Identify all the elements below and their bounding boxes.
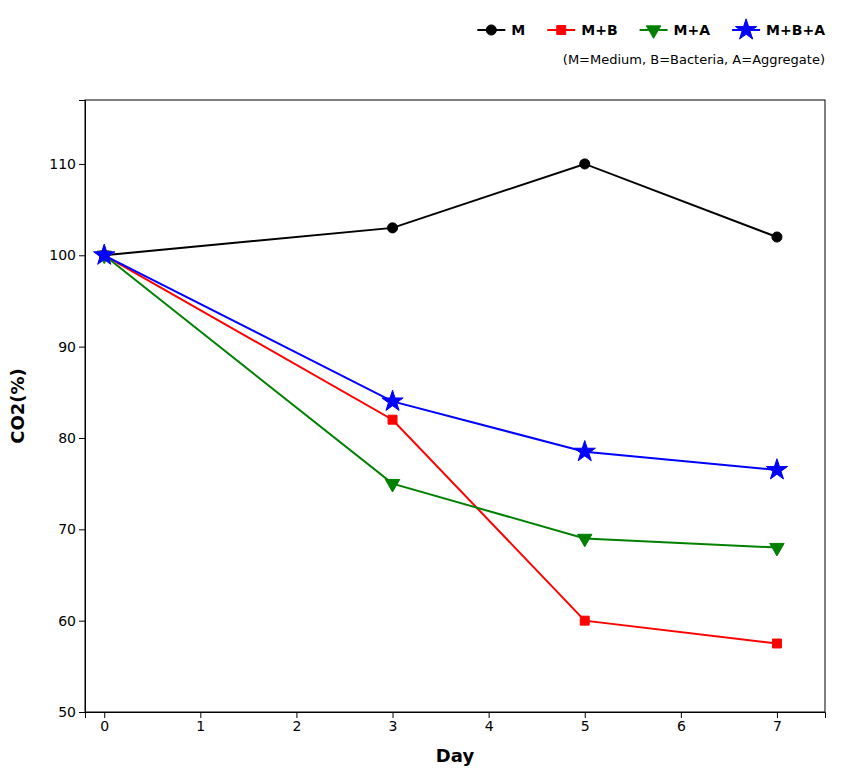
legend-marker [557, 26, 566, 35]
y-tick-label: 100 [49, 247, 76, 263]
y-tick-mark [79, 164, 85, 165]
legend-item: M+A [640, 22, 711, 38]
series-line [104, 255, 777, 547]
series-marker [578, 534, 592, 546]
series-line [104, 255, 777, 643]
y-tick: 50 [58, 704, 85, 720]
y-tick-label: 110 [49, 156, 76, 172]
chart: 0 1 2 3 4 5 6 7 50 60 70 80 90 100 110 Day CO2(%) M M+B M+A… [0, 0, 855, 782]
series-line [104, 164, 777, 255]
legend-marker [735, 19, 756, 39]
y-tick-mark [79, 255, 85, 256]
legend-marker [486, 25, 496, 35]
x-tick-label: 0 [100, 718, 109, 734]
x-axis-title: Day [436, 745, 475, 766]
x-tick: 4 [485, 712, 494, 734]
x-tick-label: 1 [196, 718, 205, 734]
y-tick-mark [79, 621, 85, 622]
series-marker [385, 479, 399, 491]
series-marker [388, 415, 397, 424]
y-tick: 90 [58, 339, 85, 355]
x-tick-label: 2 [292, 718, 301, 734]
series-marker [94, 244, 115, 264]
series-marker [770, 543, 784, 555]
legend: M M+B M+A M+B+A [477, 19, 825, 39]
y-tick: 70 [58, 521, 85, 537]
series-marker [387, 223, 397, 233]
x-tick: 6 [677, 712, 686, 734]
x-tick: 0 [100, 712, 109, 734]
plot: 0 1 2 3 4 5 6 7 50 60 70 80 90 100 110 [49, 100, 825, 734]
y-tick-mark [79, 529, 85, 530]
series-marker [580, 616, 589, 625]
x-tick: 2 [292, 712, 301, 734]
series-marker [382, 390, 403, 410]
y-tick-mark [79, 347, 85, 348]
y-tick-label: 90 [58, 339, 76, 355]
y-tick: 80 [58, 430, 85, 446]
plot-frame [85, 100, 825, 712]
x-tick: 3 [389, 712, 398, 734]
x-tick: 1 [196, 712, 205, 734]
x-tick: 5 [581, 712, 590, 734]
marks [94, 159, 788, 648]
series-marker [772, 232, 782, 242]
legend-item: M+B [547, 22, 617, 38]
x-tick: 7 [773, 712, 782, 734]
series-marker [574, 441, 595, 461]
y-tick-label: 50 [58, 704, 76, 720]
x-tick-label: 5 [581, 718, 590, 734]
series-line [104, 255, 777, 470]
x-tick-label: 6 [677, 718, 686, 734]
y-tick-label: 80 [58, 430, 76, 446]
legend-label: M+A [674, 22, 711, 38]
series-marker [580, 159, 590, 169]
y-tick: 100 [49, 247, 85, 263]
y-tick: 60 [58, 613, 85, 629]
legend-label: M [511, 22, 525, 38]
y-tick-label: 70 [58, 521, 76, 537]
y-tick: 110 [49, 156, 85, 172]
legend-label: M+B [581, 22, 617, 38]
series-marker [766, 459, 787, 479]
y-tick-label: 60 [58, 613, 76, 629]
y-axis: 50 60 70 80 90 100 110 [49, 101, 85, 720]
x-axis: 0 1 2 3 4 5 6 7 [86, 712, 826, 734]
legend-marker [646, 26, 660, 38]
x-tick-label: 3 [389, 718, 398, 734]
y-axis-title: CO2(%) [7, 368, 28, 444]
legend-item: M [477, 22, 525, 38]
series-marker [772, 639, 781, 648]
legend-item: M+B+A [732, 19, 825, 39]
y-tick-mark [79, 438, 85, 439]
legend-label: M+B+A [766, 22, 825, 38]
x-tick-label: 4 [485, 718, 494, 734]
y-tick-mark [79, 712, 85, 713]
annotation: (M=Medium, B=Bacteria, A=Aggregate) [563, 52, 825, 67]
x-tick-label: 7 [773, 718, 782, 734]
